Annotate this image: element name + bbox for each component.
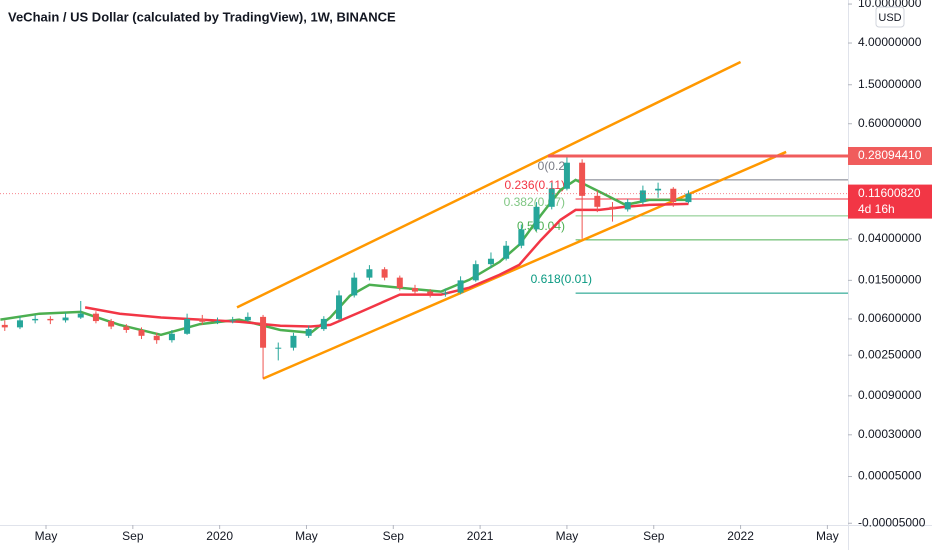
candle-body [594,195,601,207]
candle-body [336,295,343,319]
price-label: 0.28094410 [858,148,922,162]
unit-label: USD [878,12,901,24]
candle-body [229,320,236,322]
y-tick-label: 0.00030000 [858,427,922,441]
candle-body [244,316,251,321]
y-tick-label: 0.04000000 [858,231,922,245]
candle-body [47,318,54,321]
candle-body [92,313,99,322]
candle-body [320,318,327,330]
candle-body [381,269,388,278]
x-tick-label: May [556,529,579,543]
fib-label: 0(0.2 [538,159,566,173]
x-tick-label: Sep [122,529,144,543]
unit-box[interactable] [875,6,905,28]
candle-body [62,317,69,321]
candle-body [275,347,282,349]
candle-body [533,206,540,230]
candle-body [685,193,692,203]
candle-body [487,258,494,265]
candle-body [670,188,677,203]
candle-body [411,288,418,292]
candle-body [655,188,662,191]
candle-body [472,264,479,281]
candle-body [16,320,23,328]
y-tick-label: 1.50000000 [858,77,922,91]
plot-area: 0(0.20.236(0.11)0.382(0.07)0.5(0.04)0.61… [0,60,848,380]
price-label-box [848,146,932,165]
candle-body [427,291,434,294]
y-tick-label: 0.01500000 [858,273,922,287]
candle-body [442,292,449,294]
candle-body [351,277,358,296]
price-label: 0.11600820 [858,186,921,200]
candle-body [305,329,312,336]
candle-body [214,321,221,323]
y-tick-label: 4.00000000 [858,35,922,49]
candle-body [579,162,586,196]
y-tick-label: 10.0000000 [858,0,922,10]
chart-title: VeChain / US Dollar (calculated by Tradi… [8,9,396,24]
candle-body [123,326,130,331]
x-tick-label: May [816,529,839,543]
fib-label: 0.236(0.11) [505,178,566,192]
y-tick-label: 0.00250000 [858,347,922,361]
x-tick-label: May [295,529,318,543]
candle-body [457,280,464,293]
candle-body [518,229,525,246]
price-sublabel: 4d 16h [858,202,895,216]
x-tick-label: 2022 [727,529,754,543]
candle-body [168,333,175,341]
candle-body [199,318,206,322]
candle-body [503,245,510,259]
candle-body [1,324,8,328]
candle-body [366,269,373,278]
candle-body [624,202,631,210]
candle-body [138,330,145,336]
candle-body [396,277,403,289]
candle-body [153,335,160,341]
y-tick-label: 0.00090000 [858,388,922,402]
y-tick-label: -0.00005000 [858,515,926,529]
x-tick-label: 2020 [206,529,233,543]
x-tick-label: Sep [643,529,665,543]
candle-body [108,321,115,327]
x-tick-label: May [35,529,58,543]
axes: 10.0000000 4.00000000 1.50000000 0.60000000… [35,0,932,543]
price-label-box [848,184,932,219]
y-tick-label: 0.00005000 [858,469,922,483]
candle-body [563,162,570,189]
y-tick-label: 0.60000000 [858,116,922,130]
candle-body [290,335,297,348]
trendline [262,150,787,380]
candle-body [639,190,646,203]
candle-body [32,318,39,321]
candle-body [77,313,84,318]
trendline [236,60,742,309]
candle-body [548,188,555,207]
candle-body [184,318,191,334]
x-tick-label: Sep [383,529,405,543]
x-tick-label: 2021 [467,529,494,543]
candle-body [609,206,616,210]
candle-body [260,316,267,348]
moving-average [84,202,689,328]
fib-label: 0.618(0.01) [531,272,592,286]
y-tick-label: 0.00600000 [858,311,922,325]
